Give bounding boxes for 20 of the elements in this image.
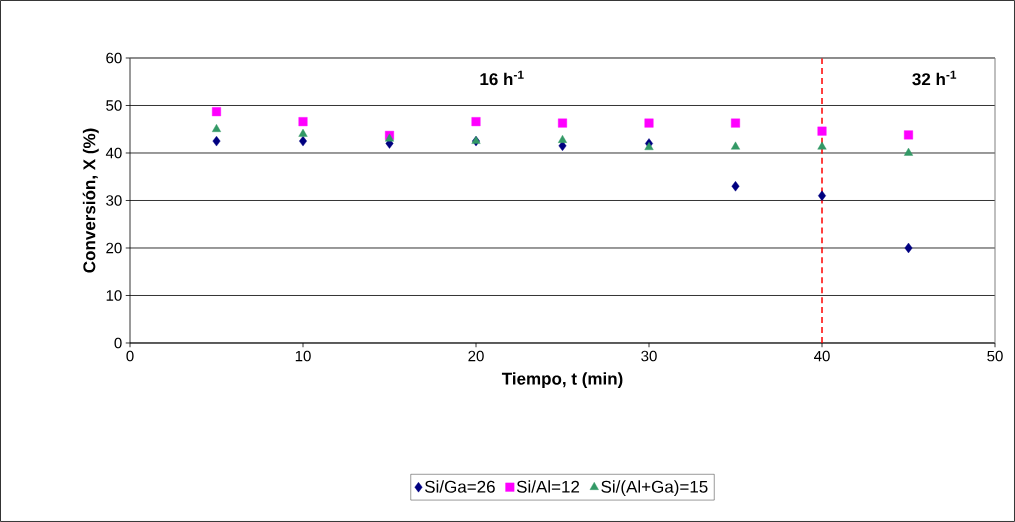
y-tick-label: 10 (106, 290, 122, 301)
y-tick-label: 0 (114, 337, 122, 349)
y-tick-label: 20 (106, 242, 122, 254)
x-tick-label: 10 (295, 350, 311, 362)
y-tick-label: 60 (106, 52, 122, 64)
y-tick-label: 40 (105, 147, 122, 159)
x-tick-label: 50 (987, 350, 1003, 362)
x-tick-label: 40 (814, 350, 830, 362)
x-tick-label: 30 (641, 350, 657, 362)
annotation: 16 h$^{-1}$ (480, 70, 524, 86)
x-tick-label: 0 (126, 350, 134, 362)
y-axis-title: Conversión, X (%) (82, 128, 99, 273)
legend-label: Si/(Al+Ga)=15 (601, 480, 708, 497)
y-tick-label: 50 (106, 100, 122, 111)
legend-label: Si/Ga=26 (424, 480, 495, 493)
x-tick-label: 20 (468, 350, 484, 362)
legend-label: Si/Al=12 (516, 480, 580, 493)
x-axis-title: Tiempo, t (min) (501, 372, 623, 389)
y-tick-label: 30 (106, 195, 122, 206)
annotation: 32 h$^{-1}$ (912, 70, 957, 86)
